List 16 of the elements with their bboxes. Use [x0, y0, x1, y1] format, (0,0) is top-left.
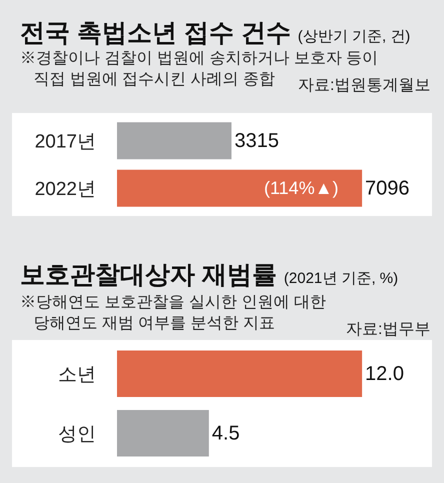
text: 자료:법무부 [346, 321, 430, 338]
chart-title: 전국 촉법소년 접수 건수 [20, 19, 291, 47]
y-tick-label: 성인 [58, 424, 96, 445]
y-tick-label: 2017년 [34, 131, 96, 152]
annotation: (114%▲) [264, 178, 339, 198]
chart-title: 보호관찰대상자 재범률 [20, 261, 277, 289]
text: 자료:법원통계월보 [298, 77, 430, 94]
chart-subtitle: (2021년 기준, %) [284, 270, 398, 287]
y-tick-label: 소년 [58, 364, 96, 386]
data-label: 4.5 [212, 422, 240, 444]
y-tick-label: 2022년 [34, 178, 96, 200]
chart-subtitle: (상반기 기준, 건) [298, 28, 410, 45]
data-label: 7096 [365, 177, 410, 200]
data-label: 12.0 [365, 362, 404, 385]
text: ※당해연도 보호관찰을 실시한 인원에 대한 당해연도 재범 여부를 분석한 지표 [20, 294, 326, 332]
data-label: 3315 [234, 130, 279, 152]
